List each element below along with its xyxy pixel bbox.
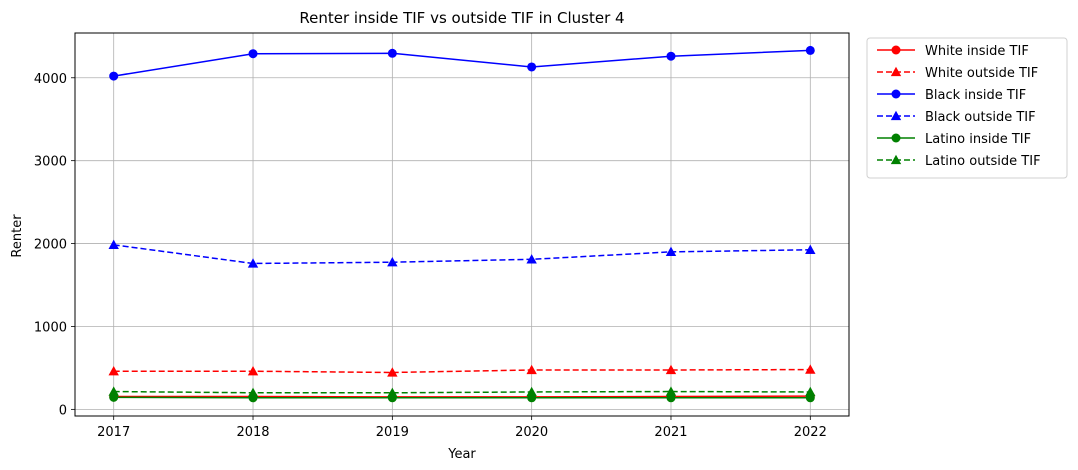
legend-item: White inside TIF bbox=[877, 44, 1029, 59]
data-point bbox=[247, 258, 259, 268]
legend-label: Black inside TIF bbox=[925, 88, 1026, 103]
data-point bbox=[387, 48, 397, 58]
series-line bbox=[113, 244, 811, 265]
legend-label: Latino outside TIF bbox=[925, 154, 1041, 169]
chart-title: Renter inside TIF vs outside TIF in Clus… bbox=[299, 9, 624, 27]
data-point bbox=[805, 364, 816, 374]
y-axis-label: Renter bbox=[10, 214, 25, 258]
series-black-outside-tif bbox=[108, 239, 816, 268]
legend: White inside TIF White outside TIF Black i… bbox=[866, 37, 1068, 179]
data-point bbox=[387, 387, 398, 397]
x-tick-label: 2022 bbox=[794, 425, 827, 440]
series-line bbox=[113, 49, 811, 77]
legend-label: Black outside TIF bbox=[925, 110, 1036, 125]
data-point bbox=[108, 239, 119, 249]
legend-marker bbox=[890, 110, 902, 121]
legend-item: Latino outside TIF bbox=[877, 154, 1041, 169]
legend-label: Latino inside TIF bbox=[925, 132, 1031, 147]
legend-label: White outside TIF bbox=[925, 66, 1038, 81]
data-point bbox=[108, 386, 119, 396]
data-point bbox=[665, 364, 677, 375]
series-white-outside-tif bbox=[108, 364, 816, 377]
series-latino-outside-tif bbox=[108, 386, 816, 397]
grid bbox=[75, 33, 849, 416]
data-point bbox=[387, 257, 398, 267]
y-tick-label: 1000 bbox=[34, 320, 67, 335]
x-tick-label: 2017 bbox=[97, 425, 130, 440]
x-tick-label: 2021 bbox=[654, 425, 687, 440]
data-point bbox=[247, 366, 259, 376]
legend-item: White outside TIF bbox=[877, 66, 1038, 81]
y-tick-label: 3000 bbox=[34, 155, 67, 170]
data-point bbox=[665, 246, 677, 257]
y-tick-label: 0 bbox=[59, 403, 67, 418]
data-point bbox=[666, 51, 676, 61]
x-tick-label: 2018 bbox=[236, 425, 269, 440]
legend-item: Black outside TIF bbox=[877, 110, 1036, 125]
data-point bbox=[805, 244, 816, 254]
data-point bbox=[526, 364, 537, 375]
y-tick-label: 2000 bbox=[34, 238, 67, 253]
series-line bbox=[113, 368, 811, 374]
legend-marker bbox=[890, 66, 902, 77]
legend-item: Latino inside TIF bbox=[877, 132, 1031, 147]
y-axis: 0 1000 2000 3000 4000 bbox=[34, 72, 75, 418]
legend-label: White inside TIF bbox=[925, 44, 1029, 59]
x-axis-label: Year bbox=[447, 447, 476, 462]
legend-item: Black inside TIF bbox=[877, 88, 1026, 103]
legend-marker bbox=[891, 89, 901, 99]
legend-marker bbox=[891, 133, 901, 143]
data-point bbox=[248, 49, 258, 59]
data-point bbox=[387, 367, 398, 377]
legend-marker bbox=[890, 154, 902, 165]
data-point bbox=[805, 45, 815, 55]
series-line bbox=[113, 390, 811, 394]
series-line bbox=[113, 395, 811, 398]
x-axis: 2017 2018 2019 2020 2021 2022 bbox=[97, 416, 827, 440]
data-point bbox=[247, 387, 259, 397]
data-point bbox=[526, 254, 537, 264]
data-point bbox=[526, 386, 537, 397]
y-tick-label: 4000 bbox=[34, 72, 67, 87]
data-point bbox=[108, 366, 119, 376]
series-latino-inside-tif bbox=[109, 392, 815, 403]
series-black-inside-tif bbox=[109, 45, 815, 81]
data-point bbox=[109, 71, 119, 81]
x-tick-label: 2019 bbox=[376, 425, 409, 440]
x-tick-label: 2020 bbox=[515, 425, 548, 440]
data-point bbox=[805, 386, 816, 397]
legend-box bbox=[866, 37, 1068, 179]
plot-frame bbox=[74, 32, 850, 417]
data-point bbox=[527, 62, 537, 72]
legend-marker bbox=[891, 45, 901, 55]
series-layer bbox=[108, 45, 816, 403]
data-point bbox=[665, 386, 677, 396]
